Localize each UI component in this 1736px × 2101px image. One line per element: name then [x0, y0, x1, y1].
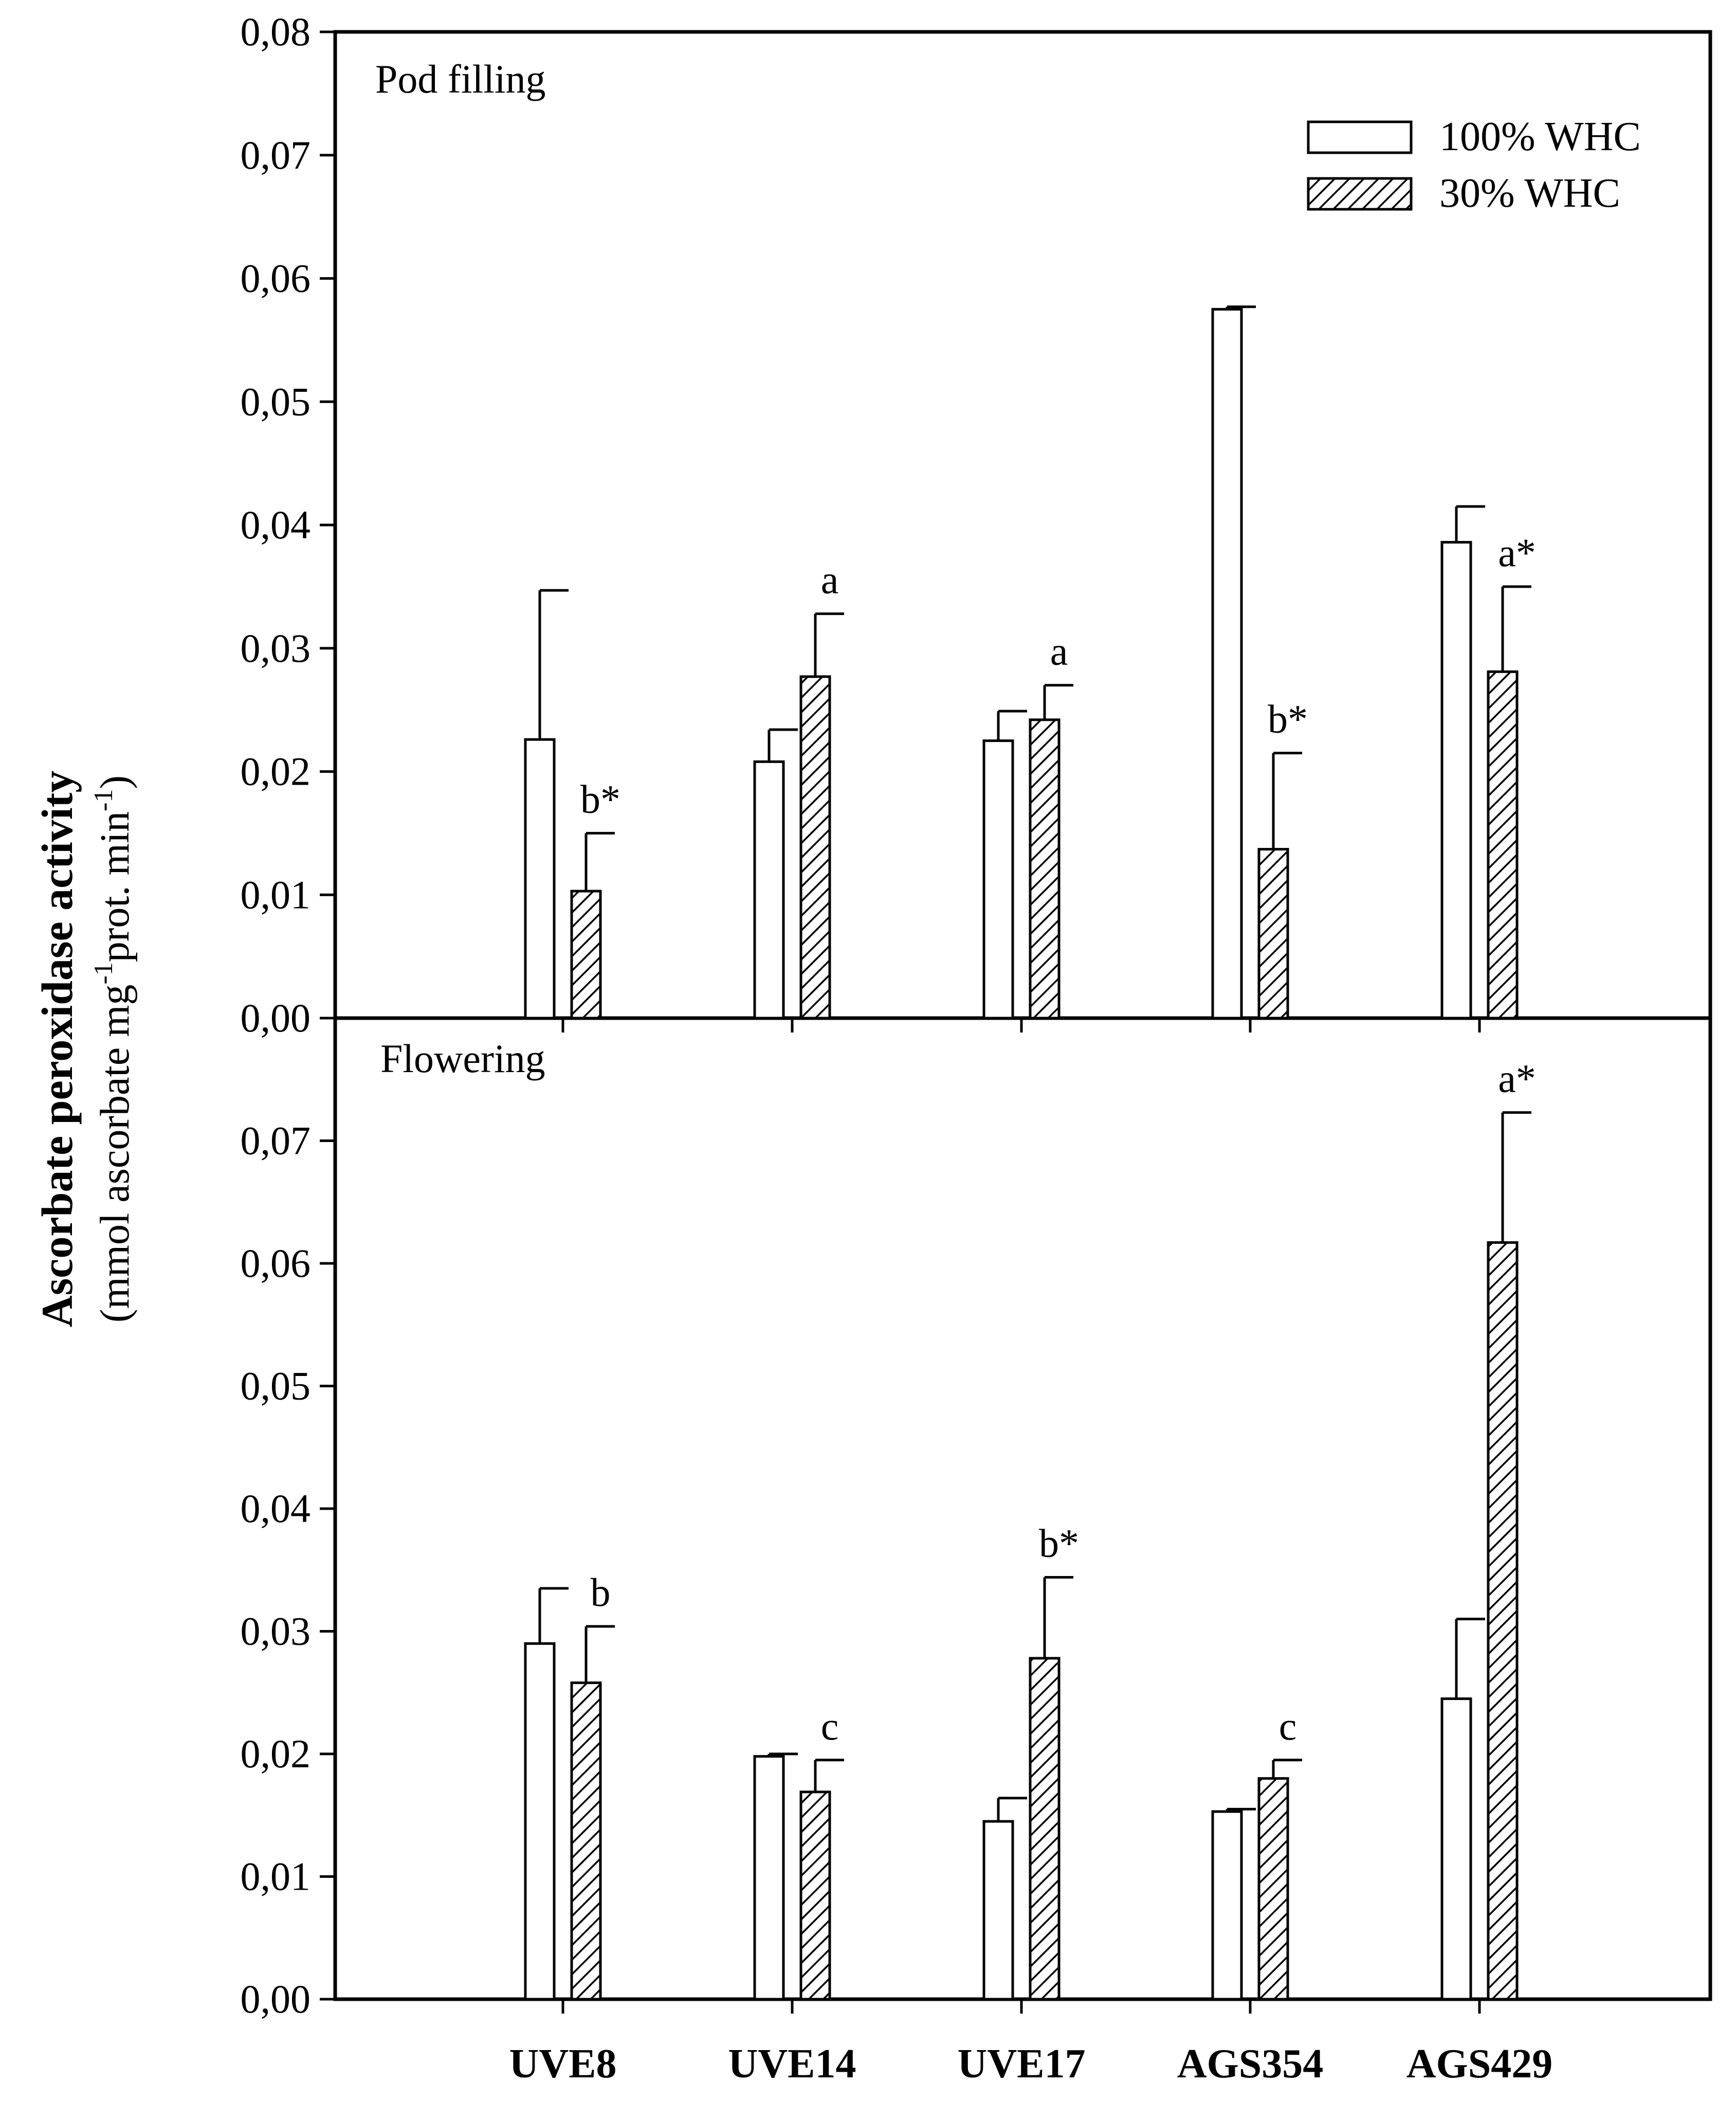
y-axis-label: Ascorbate peroxidase activity (mmol asco…: [32, 771, 138, 1328]
bar: [1440, 1697, 1472, 2001]
x-category-label: AGS354: [1177, 2041, 1324, 2087]
significance-letter: b: [591, 1570, 611, 1615]
y-tick-label: 0,02: [241, 749, 311, 794]
y-tick-label: 0,02: [241, 1731, 311, 1776]
significance-letter: c: [821, 1704, 839, 1748]
bar: [570, 1681, 602, 2001]
bar: [1257, 848, 1289, 1020]
x-category-label: AGS429: [1406, 2041, 1553, 2087]
y-unit-mid: prot. min: [93, 811, 138, 962]
bar: [1029, 718, 1061, 1020]
bar: [753, 1755, 785, 2001]
y-axis-title: Ascorbate peroxidase activity: [32, 771, 82, 1328]
legend-label: 100% WHC: [1439, 114, 1641, 159]
x-category-label: UVE14: [728, 2041, 856, 2087]
y-tick-label: 0,04: [241, 502, 311, 547]
y-tick-label: 0,05: [241, 379, 311, 424]
y-unit-sup: -1: [89, 789, 118, 811]
bar: [1487, 1241, 1519, 2001]
bar: [753, 760, 785, 1020]
y-tick-label: 0,06: [241, 1241, 311, 1285]
bar: [1029, 1657, 1061, 2001]
bar: [570, 890, 602, 1020]
x-category-label: UVE17: [958, 2041, 1086, 2087]
legend-swatch-hatched: [1307, 177, 1413, 211]
bar: [1211, 307, 1243, 1020]
y-tick-label: 0,03: [241, 1609, 311, 1654]
y-tick-label: 0,00: [241, 1977, 311, 2021]
bar: [524, 1642, 556, 2001]
legend-swatch-open: [1307, 120, 1413, 154]
significance-letter: a: [821, 557, 839, 602]
significance-letter: c: [1279, 1704, 1297, 1748]
y-unit-close: ): [93, 775, 138, 789]
y-axis-unit: (mmol ascorbate mg-1prot. min-1): [89, 775, 138, 1323]
y-tick-label: 0,03: [241, 626, 311, 671]
y-tick-label: 0,08: [241, 9, 311, 54]
panel-title: Pod filling: [375, 57, 546, 101]
x-category-label: UVE8: [509, 2041, 617, 2087]
bar: [1440, 541, 1472, 1020]
legend-label: 30% WHC: [1439, 171, 1620, 216]
chart-marks: 0,00 0,01 0,02 0,03 0,04 0,05 0,06 0,07 0,08 b* a a…: [241, 9, 1553, 2087]
panel-title: Flowering: [380, 1036, 545, 1081]
significance-letter: a*: [1498, 530, 1536, 575]
y-tick-label: 0,00: [241, 995, 311, 1040]
legend: 100% WHC 30% WHC: [1307, 114, 1641, 216]
y-unit-open: (mmol ascorbate mg: [93, 985, 138, 1323]
significance-letter: b*: [580, 776, 620, 821]
bar: [1257, 1777, 1289, 2001]
significance-letter: a: [1050, 629, 1068, 674]
y-tick-label: 0,07: [241, 1118, 311, 1163]
y-tick-label: 0,07: [241, 133, 311, 177]
bar: [982, 739, 1014, 1020]
bar: [799, 675, 831, 1020]
y-tick-label: 0,05: [241, 1364, 311, 1408]
y-tick-label: 0,01: [241, 1854, 311, 1899]
significance-letter: b*: [1039, 1521, 1079, 1566]
y-tick-label: 0,06: [241, 256, 311, 301]
y-tick-label: 0,04: [241, 1486, 311, 1531]
significance-letter: b*: [1268, 697, 1308, 741]
y-tick-label: 0,01: [241, 872, 311, 917]
bar: [1211, 1810, 1243, 2001]
bar: [799, 1790, 831, 2001]
y-unit-sup: -1: [89, 962, 118, 984]
bar: [982, 1820, 1014, 2001]
bar: [524, 738, 556, 1020]
bar: [1487, 670, 1519, 1020]
significance-letter: a*: [1498, 1056, 1536, 1101]
